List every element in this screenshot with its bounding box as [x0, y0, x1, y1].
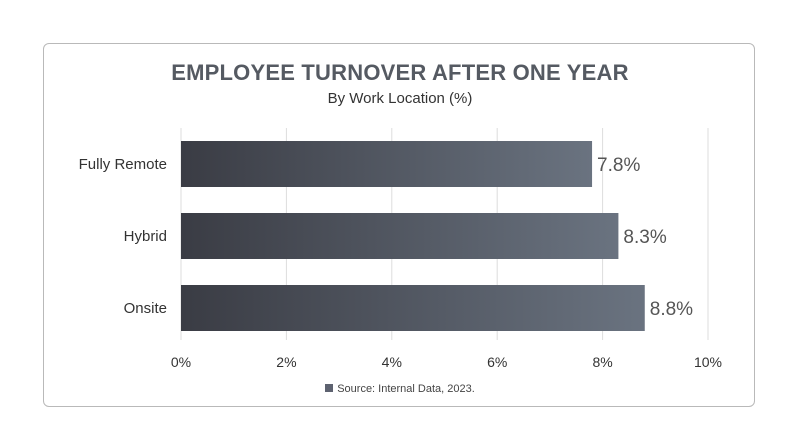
labels: 0% 2% 4% 6% 8% 10% Fully Remote 7.8% Hybrid 8.3% O… [79, 155, 722, 370]
x-tick-label: 4% [382, 354, 402, 370]
bar [181, 213, 619, 259]
source-note: Source: Internal Data, 2023. [0, 383, 800, 395]
x-tick-label: 6% [487, 354, 507, 370]
source-text: Source: Internal Data, 2023. [337, 383, 475, 395]
data-label: 8.8% [650, 299, 693, 320]
source-swatch [325, 384, 334, 392]
category-label: Fully Remote [79, 156, 167, 173]
bar [181, 141, 593, 187]
bar [181, 285, 645, 331]
x-tick-label: 10% [694, 354, 722, 370]
x-tick-label: 0% [171, 354, 191, 370]
data-label: 7.8% [597, 155, 640, 176]
category-label: Onsite [124, 300, 167, 317]
category-label: Hybrid [124, 228, 167, 245]
x-tick-label: 8% [592, 354, 612, 370]
bars [181, 141, 645, 331]
chart-subtitle: By Work Location (%) [327, 90, 473, 107]
data-label: 8.3% [623, 227, 666, 248]
x-tick-label: 2% [276, 354, 296, 370]
chart-title: EMPLOYEE TURNOVER AFTER ONE YEAR [171, 60, 629, 85]
